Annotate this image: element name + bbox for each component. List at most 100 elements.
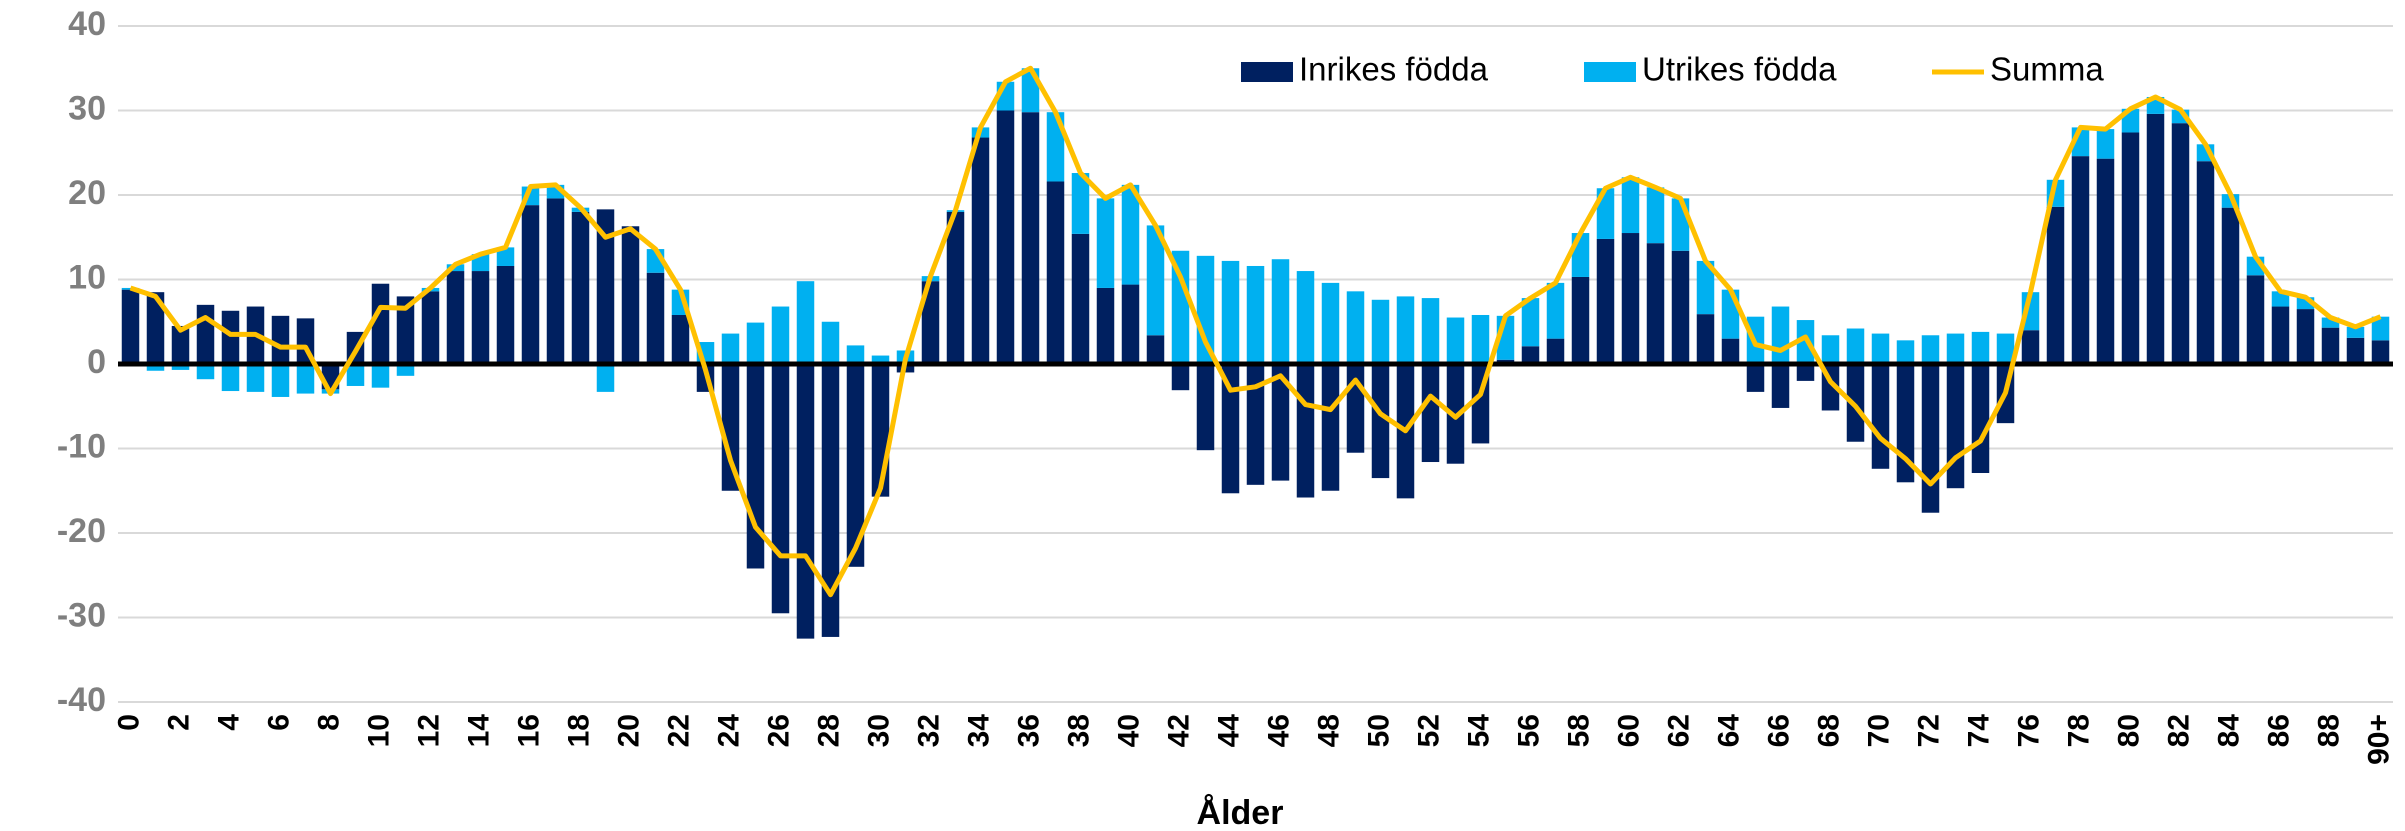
bar — [171, 364, 190, 370]
bar — [1671, 250, 1690, 364]
bar — [1296, 271, 1315, 364]
bar — [2321, 327, 2340, 364]
bar — [2021, 330, 2040, 364]
bar — [796, 364, 815, 639]
bar — [1671, 198, 1690, 251]
bar — [2346, 337, 2365, 364]
bar — [1921, 335, 1940, 364]
bar — [396, 364, 415, 376]
x-tick-label: 58 — [1562, 714, 1595, 747]
bar — [596, 209, 615, 364]
bar — [1171, 250, 1190, 364]
bar — [871, 355, 890, 364]
x-tick-label: 68 — [1812, 714, 1845, 747]
bar — [1171, 364, 1190, 391]
legend-swatch — [1241, 62, 1293, 82]
bar — [221, 310, 240, 364]
bar — [1646, 243, 1665, 364]
bar — [1621, 233, 1640, 364]
x-tick-label: 16 — [512, 714, 545, 747]
bar — [646, 272, 665, 364]
bar — [1871, 333, 1890, 364]
bar — [2096, 158, 2115, 364]
y-tick-label: 40 — [68, 5, 106, 43]
x-tick-label: 6 — [262, 714, 295, 731]
y-tick-label: 30 — [68, 89, 106, 127]
bar — [496, 265, 515, 364]
x-tick-label: 86 — [2262, 714, 2295, 747]
bar — [2346, 326, 2365, 338]
bar — [1571, 233, 1590, 277]
bar — [1321, 282, 1340, 364]
x-tick-label: 56 — [1512, 714, 1545, 747]
bar — [1446, 317, 1465, 364]
y-tick-label: -20 — [57, 512, 106, 550]
bar — [2146, 113, 2165, 364]
x-tick-label: 82 — [2162, 714, 2195, 747]
bar — [1071, 233, 1090, 364]
bar — [1421, 364, 1440, 463]
bar — [771, 364, 790, 614]
bar — [2246, 275, 2265, 364]
bar — [1821, 335, 1840, 364]
bar — [2296, 309, 2315, 364]
x-tick-label: 78 — [2062, 714, 2095, 747]
bar — [1121, 284, 1140, 364]
x-tick-label: 4 — [212, 714, 245, 731]
bar — [1771, 306, 1790, 364]
bar — [596, 364, 615, 392]
bar — [1696, 314, 1715, 364]
x-tick-label: 36 — [1012, 714, 1045, 747]
bar — [746, 322, 765, 364]
x-tick-label: 38 — [1062, 714, 1095, 747]
x-tick-label: 32 — [912, 714, 945, 747]
bar — [1371, 299, 1390, 364]
bar — [1971, 331, 1990, 364]
x-tick-label: 76 — [2012, 714, 2045, 747]
bar — [721, 364, 740, 491]
bar — [821, 321, 840, 364]
x-tick-label: 74 — [1962, 714, 1995, 748]
bar — [971, 137, 990, 364]
bar — [1396, 296, 1415, 364]
bar — [1546, 282, 1565, 339]
bar — [796, 281, 815, 364]
x-tick-label: 14 — [462, 714, 495, 748]
bar — [1271, 259, 1290, 364]
bar — [1571, 276, 1590, 364]
bar — [1596, 238, 1615, 364]
bar — [1096, 287, 1115, 364]
bar — [571, 211, 590, 364]
x-tick-label: 80 — [2112, 714, 2145, 747]
bar — [1246, 364, 1265, 485]
bar — [371, 364, 390, 388]
x-tick-label: 18 — [562, 714, 595, 747]
bar — [1296, 364, 1315, 498]
y-tick-label: 0 — [87, 343, 106, 381]
bar — [671, 314, 690, 364]
bar — [1246, 265, 1265, 364]
bar — [846, 364, 865, 567]
x-axis-title: Ålder — [1197, 794, 1284, 831]
x-tick-label: 28 — [812, 714, 845, 747]
bar — [1271, 364, 1290, 481]
y-tick-label: -40 — [57, 681, 106, 719]
bar — [1346, 364, 1365, 453]
bar — [146, 292, 165, 364]
bar — [1196, 364, 1215, 451]
bar — [1721, 289, 1740, 339]
x-tick-label: 48 — [1312, 714, 1345, 747]
bar — [221, 364, 240, 392]
bar — [471, 271, 490, 364]
x-tick-label: 8 — [312, 714, 345, 731]
bar — [2371, 316, 2390, 341]
bar — [346, 364, 365, 386]
legend-swatch — [1584, 62, 1636, 82]
bar — [1146, 225, 1165, 336]
x-tick-label: 72 — [1912, 714, 1945, 747]
x-tick-label: 24 — [712, 714, 745, 748]
y-tick-label: -30 — [57, 596, 106, 634]
x-tick-label: 88 — [2312, 714, 2345, 747]
bar — [1621, 177, 1640, 234]
